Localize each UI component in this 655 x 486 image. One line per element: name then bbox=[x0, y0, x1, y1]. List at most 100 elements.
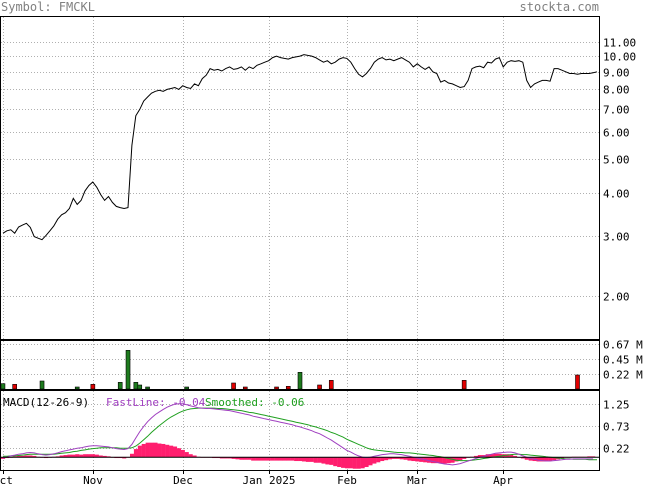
volume-bar bbox=[297, 372, 303, 390]
macd-hist-bar bbox=[255, 457, 260, 461]
macd-hist-bar bbox=[493, 453, 498, 458]
macd-y-axis: 1.25 0.73 0.22 bbox=[603, 399, 630, 456]
macd-hist-bar bbox=[184, 452, 189, 458]
macd-hist-bar bbox=[497, 453, 502, 458]
volume-bar bbox=[317, 384, 322, 390]
macd-smoothed-legend: Smoothed: -0.06 bbox=[205, 396, 304, 409]
macd-hist-bar bbox=[520, 457, 525, 459]
macd-hist-bar bbox=[290, 457, 295, 461]
macd-hist-bar bbox=[278, 457, 283, 461]
macd-hist-bar bbox=[165, 444, 170, 458]
macd-hist-bar bbox=[157, 443, 162, 458]
x-tick-label: Dec bbox=[173, 474, 193, 486]
macd-hist-bar bbox=[333, 457, 338, 467]
volume-bar bbox=[125, 350, 131, 390]
macd-hist-bar bbox=[524, 457, 529, 460]
macd-hist-bar bbox=[298, 457, 303, 462]
macd-hist-bar bbox=[536, 457, 541, 462]
macd-tick-label: 0.73 bbox=[603, 421, 630, 434]
volume-tick-label: 0.67 M bbox=[603, 339, 643, 352]
macd-hist-bar bbox=[544, 457, 549, 462]
macd-hist-bar bbox=[380, 457, 385, 462]
macd-hist-bar bbox=[258, 457, 264, 461]
macd-hist-bar bbox=[192, 455, 197, 458]
macd-hist-bar bbox=[251, 457, 256, 461]
macd-hist-bar bbox=[86, 454, 92, 458]
price-grid bbox=[1, 17, 599, 339]
macd-hist-bar bbox=[509, 454, 514, 458]
volume-bar bbox=[242, 386, 248, 390]
volume-bar bbox=[0, 383, 6, 390]
macd-fast-line bbox=[2, 403, 594, 466]
macd-hist-bar bbox=[341, 457, 346, 468]
macd-hist-bar bbox=[243, 457, 248, 460]
volume-bar bbox=[184, 386, 189, 390]
macd-hist-bar bbox=[489, 454, 494, 458]
macd-hist-bar bbox=[337, 457, 342, 468]
macd-hist-bar bbox=[454, 457, 459, 462]
macd-hist-bar bbox=[270, 457, 275, 461]
price-line bbox=[2, 54, 598, 241]
volume-bar bbox=[575, 374, 580, 390]
macd-hist-bar bbox=[301, 457, 307, 462]
macd-hist-bar bbox=[407, 457, 412, 461]
macd-hist-bar bbox=[485, 454, 490, 458]
macd-hist-bar bbox=[83, 454, 88, 458]
macd-hist-bar bbox=[274, 457, 279, 461]
macd-hist-bar bbox=[32, 455, 37, 458]
price-tick-label: 9.00 bbox=[603, 67, 630, 80]
macd-hist-bar bbox=[219, 457, 224, 459]
macd-title: MACD(12-26-9) bbox=[3, 396, 89, 409]
macd-hist-bar bbox=[305, 457, 310, 462]
macd-panel: 1.25 0.73 0.22 MACD(12-26-9) FastLine: -0.… bbox=[0, 390, 630, 471]
volume-frame bbox=[0, 340, 600, 390]
macd-hist-bar bbox=[356, 457, 361, 469]
volume-bar bbox=[274, 386, 279, 390]
volume-bar bbox=[231, 382, 236, 390]
macd-hist-bar bbox=[477, 455, 482, 458]
x-tick-label: Feb bbox=[337, 474, 357, 486]
macd-hist-bar bbox=[360, 457, 365, 469]
macd-hist-bar bbox=[434, 457, 439, 464]
macd-hist-bar bbox=[172, 446, 178, 458]
macd-hist-bar bbox=[169, 445, 174, 458]
macd-hist-bar bbox=[344, 457, 350, 469]
volume-bar bbox=[39, 380, 45, 390]
macd-hist-bar bbox=[227, 457, 232, 459]
volume-bar bbox=[90, 384, 96, 390]
macd-hist-bar bbox=[153, 442, 158, 458]
macd-hist-bar bbox=[282, 457, 287, 461]
macd-hist-bar bbox=[368, 457, 373, 466]
volume-bar bbox=[285, 386, 291, 390]
macd-hist-bar bbox=[223, 457, 228, 459]
macd-hist-bar bbox=[372, 457, 377, 464]
macd-hist-bar bbox=[24, 455, 29, 458]
macd-tick-label: 0.22 bbox=[603, 443, 630, 456]
volume-bar bbox=[137, 384, 143, 390]
macd-hist-bar bbox=[20, 455, 25, 458]
price-tick-label: 2.00 bbox=[603, 291, 630, 304]
brand-label: stockta.com bbox=[520, 0, 599, 14]
macd-frame bbox=[0, 390, 600, 471]
macd-hist-bar bbox=[176, 448, 181, 458]
macd-hist-bar bbox=[129, 453, 135, 458]
macd-hist-bar bbox=[79, 454, 84, 458]
x-tick-label: Jan 2025 bbox=[243, 474, 296, 486]
macd-hist-bar bbox=[63, 455, 68, 458]
price-tick-label: 4.00 bbox=[603, 188, 630, 201]
macd-hist-bar bbox=[67, 454, 72, 458]
volume-bar bbox=[12, 384, 17, 390]
macd-hist-bar bbox=[325, 457, 330, 465]
macd-hist-bar bbox=[399, 457, 404, 460]
macd-hist-bar bbox=[403, 457, 408, 460]
macd-hist-bar bbox=[266, 457, 271, 461]
volume-tick-label: 0.45 M bbox=[603, 354, 643, 367]
macd-hist-bar bbox=[102, 455, 107, 458]
macd-smoothed-line bbox=[3, 407, 597, 462]
macd-hist-bar bbox=[145, 442, 150, 458]
macd-hist-bar bbox=[438, 457, 443, 464]
macd-hist-bar bbox=[75, 454, 80, 458]
